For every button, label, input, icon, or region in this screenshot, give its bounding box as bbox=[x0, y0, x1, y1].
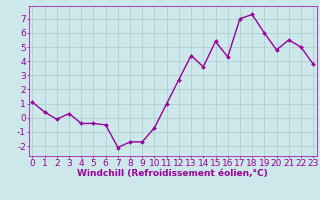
X-axis label: Windchill (Refroidissement éolien,°C): Windchill (Refroidissement éolien,°C) bbox=[77, 169, 268, 178]
